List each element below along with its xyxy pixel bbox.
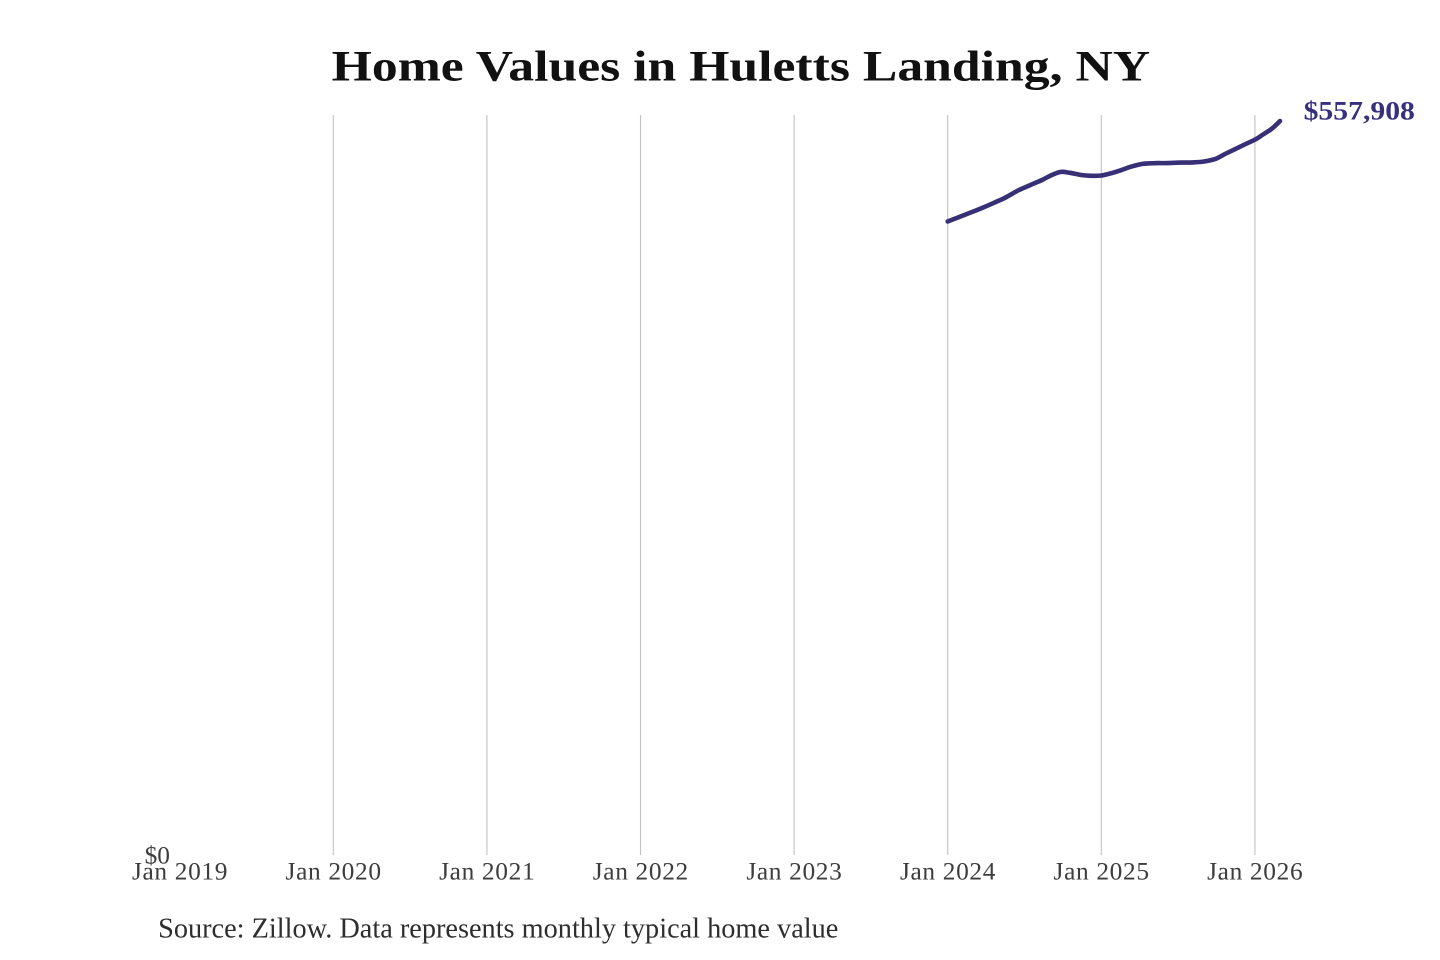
svg-text:Jan 2020: Jan 2020 — [286, 857, 382, 885]
svg-text:Jan 2023: Jan 2023 — [746, 857, 842, 885]
svg-text:Jan 2026: Jan 2026 — [1207, 857, 1303, 885]
svg-text:$0: $0 — [145, 842, 170, 870]
svg-text:$557,908: $557,908 — [1304, 96, 1415, 125]
svg-text:Jan 2021: Jan 2021 — [439, 857, 535, 885]
svg-text:Jan 2024: Jan 2024 — [900, 857, 996, 885]
svg-text:Home Values in Huletts Landing: Home Values in Huletts Landing, NY — [332, 43, 1150, 91]
svg-text:Source: Zillow. Data represent: Source: Zillow. Data represents monthly … — [158, 914, 838, 945]
svg-text:Jan 2025: Jan 2025 — [1054, 857, 1150, 885]
svg-text:Jan 2022: Jan 2022 — [593, 857, 689, 885]
svg-text:Jan 2019: Jan 2019 — [132, 857, 228, 885]
